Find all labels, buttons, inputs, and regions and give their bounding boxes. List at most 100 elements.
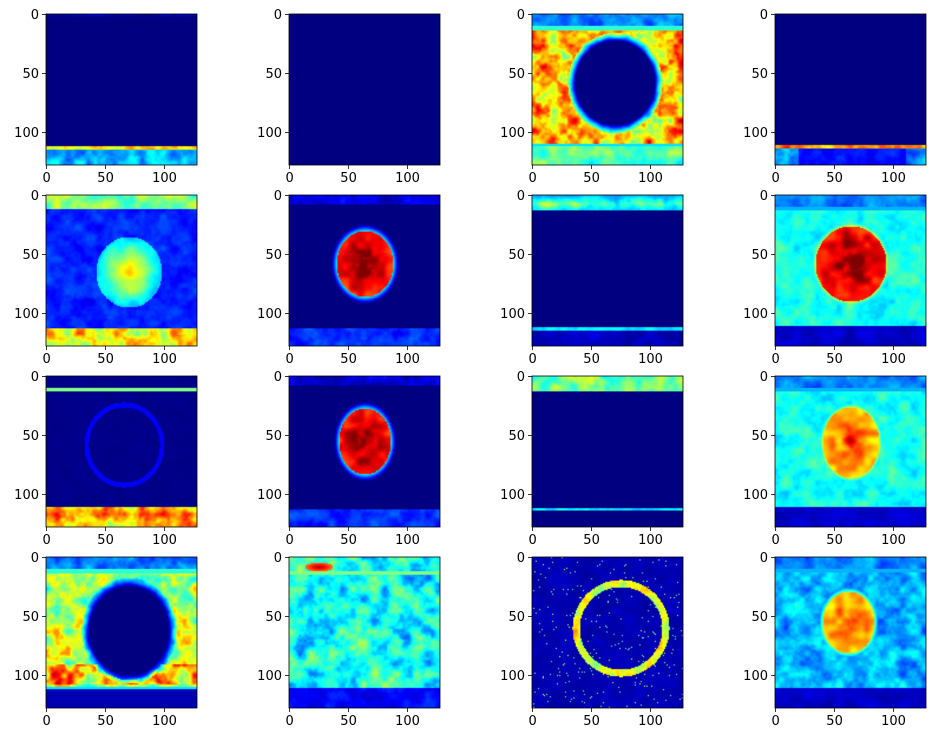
y-tick-label: 0 <box>517 189 525 204</box>
y-tick-label: 100 <box>14 669 39 684</box>
heatmap-image <box>289 557 440 708</box>
y-tick-label: 100 <box>500 669 525 684</box>
subplot-r3-c3: 0 50 100 0 50 100 <box>743 551 927 729</box>
axes-frame <box>531 556 684 709</box>
subplot-r2-c1: 0 50 100 0 50 100 <box>257 370 441 548</box>
y-tick-label: 100 <box>743 307 768 322</box>
heatmap-image <box>46 376 197 527</box>
x-tick-label: 50 <box>583 714 600 729</box>
heatmap-image <box>775 376 926 527</box>
y-tick-label: 0 <box>274 551 282 566</box>
x-tick-label: 50 <box>826 171 843 186</box>
y-tick-label: 0 <box>31 551 39 566</box>
x-tick-label: 50 <box>340 352 357 367</box>
y-tick-label: 50 <box>265 610 282 625</box>
heatmap-image <box>775 195 926 346</box>
x-tick-label: 0 <box>42 171 50 186</box>
y-tick-label: 50 <box>22 429 39 444</box>
subplot-r0-c3: 0 50 100 0 50 100 <box>743 8 927 186</box>
y-tick-label: 50 <box>265 248 282 263</box>
x-tick-label: 0 <box>771 714 779 729</box>
y-tick-label: 0 <box>760 551 768 566</box>
y-tick-label: 100 <box>14 126 39 141</box>
y-tick-label: 0 <box>274 370 282 385</box>
x-tick-label: 100 <box>638 533 663 548</box>
heatmap-image <box>532 557 683 708</box>
x-tick-label: 50 <box>340 171 357 186</box>
x-tick-label: 100 <box>395 352 420 367</box>
y-tick-label: 50 <box>265 429 282 444</box>
x-tick-label: 50 <box>583 352 600 367</box>
y-tick-label: 50 <box>508 248 525 263</box>
x-tick-label: 50 <box>583 171 600 186</box>
heatmap-image <box>289 14 440 165</box>
x-tick-label: 50 <box>826 352 843 367</box>
x-tick-label: 100 <box>395 714 420 729</box>
y-tick-label: 0 <box>31 370 39 385</box>
heatmap-image <box>289 376 440 527</box>
heatmap-image <box>46 195 197 346</box>
axes-frame <box>774 556 927 709</box>
subplot-r2-c2: 0 50 100 0 50 100 <box>500 370 684 548</box>
x-tick-label: 100 <box>881 714 906 729</box>
y-tick-label: 0 <box>760 370 768 385</box>
y-tick-label: 100 <box>257 126 282 141</box>
x-tick-label: 100 <box>395 533 420 548</box>
axes-frame <box>774 375 927 528</box>
subplot-r3-c0: 0 50 100 0 50 100 <box>14 551 198 729</box>
subplot-r1-c2: 0 50 100 0 50 100 <box>500 189 684 367</box>
x-tick-label: 100 <box>638 352 663 367</box>
x-tick-label: 0 <box>285 533 293 548</box>
x-tick-label: 100 <box>152 171 177 186</box>
x-tick-label: 100 <box>881 352 906 367</box>
y-tick-label: 100 <box>14 307 39 322</box>
x-tick-label: 0 <box>42 533 50 548</box>
y-tick-label: 100 <box>14 488 39 503</box>
y-tick-label: 0 <box>517 551 525 566</box>
y-tick-label: 50 <box>508 429 525 444</box>
x-tick-label: 0 <box>285 714 293 729</box>
y-tick-label: 100 <box>500 126 525 141</box>
x-tick-label: 0 <box>528 533 536 548</box>
x-tick-label: 100 <box>881 533 906 548</box>
heatmap-image <box>775 557 926 708</box>
axes-frame <box>45 13 198 166</box>
subplot-r3-c1: 0 50 100 0 50 100 <box>257 551 441 729</box>
subplot-r2-c3: 0 50 100 0 50 100 <box>743 370 927 548</box>
y-tick-label: 0 <box>31 189 39 204</box>
x-tick-label: 0 <box>771 533 779 548</box>
heatmap-image <box>46 557 197 708</box>
y-tick-label: 0 <box>517 8 525 23</box>
y-tick-label: 100 <box>743 669 768 684</box>
y-tick-label: 100 <box>743 126 768 141</box>
y-tick-label: 50 <box>265 67 282 82</box>
x-tick-label: 50 <box>583 533 600 548</box>
subplot-r0-c2: 0 50 100 0 50 100 <box>500 8 684 186</box>
x-tick-label: 0 <box>528 171 536 186</box>
x-tick-label: 50 <box>97 352 114 367</box>
axes-frame <box>531 13 684 166</box>
y-tick-label: 50 <box>508 610 525 625</box>
y-tick-label: 50 <box>22 67 39 82</box>
y-tick-label: 50 <box>22 610 39 625</box>
y-tick-label: 100 <box>257 307 282 322</box>
y-tick-label: 50 <box>751 429 768 444</box>
subplot-r1-c0: 0 50 100 0 50 100 <box>14 189 198 367</box>
y-tick-label: 0 <box>760 189 768 204</box>
subplot-grid: 0 50 100 0 50 100 0 50 100 0 50 100 0 50 100 0 50 100 0 50 1… <box>14 8 927 729</box>
x-tick-label: 0 <box>285 352 293 367</box>
subplot-r1-c3: 0 50 100 0 50 100 <box>743 189 927 367</box>
x-tick-label: 100 <box>638 714 663 729</box>
axes-frame <box>531 375 684 528</box>
x-tick-label: 0 <box>528 352 536 367</box>
x-tick-label: 50 <box>340 533 357 548</box>
subplot-r3-c2: 0 50 100 0 50 100 <box>500 551 684 729</box>
y-tick-label: 100 <box>500 307 525 322</box>
y-tick-label: 0 <box>274 8 282 23</box>
x-tick-label: 100 <box>152 714 177 729</box>
axes-frame <box>288 194 441 347</box>
heatmap-image <box>532 14 683 165</box>
heatmap-image <box>775 14 926 165</box>
axes-frame <box>774 13 927 166</box>
x-tick-label: 100 <box>395 171 420 186</box>
